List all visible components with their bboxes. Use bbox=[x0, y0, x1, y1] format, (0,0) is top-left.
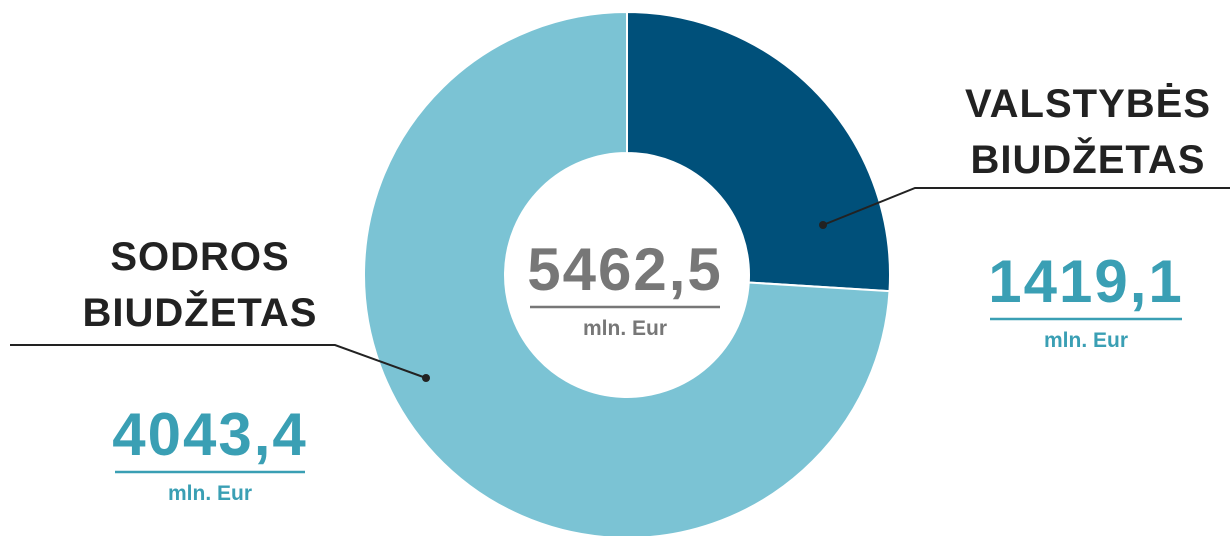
leader-dot bbox=[422, 374, 430, 382]
value-label: 4043,4 bbox=[112, 401, 308, 468]
value-label: 5462,5 bbox=[527, 236, 723, 303]
leader-dot bbox=[819, 221, 827, 229]
unit-label: mln. Eur bbox=[1044, 329, 1128, 352]
leader-line bbox=[822, 187, 1230, 226]
value-label: 1419,1 bbox=[988, 248, 1184, 315]
category-label: VALSTYBĖS BIUDŽETAS bbox=[964, 82, 1212, 182]
donut-segment bbox=[363, 10, 891, 536]
unit-label: mln. Eur bbox=[168, 482, 252, 505]
category-label: SODROS BIUDŽETAS bbox=[82, 235, 318, 335]
unit-label: mln. Eur bbox=[583, 317, 667, 340]
leader-line bbox=[10, 344, 427, 379]
